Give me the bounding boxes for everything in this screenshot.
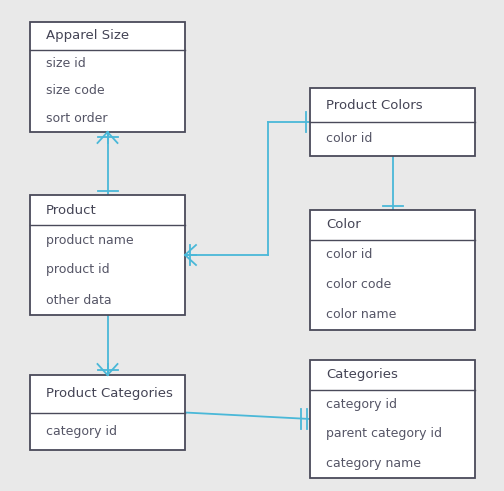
Bar <box>310 210 475 330</box>
Text: category id: category id <box>45 425 116 438</box>
Text: color name: color name <box>327 308 397 322</box>
Text: other data: other data <box>45 294 111 306</box>
Text: Color: Color <box>327 218 361 231</box>
Text: product name: product name <box>45 234 133 246</box>
Text: parent category id: parent category id <box>327 427 443 440</box>
Text: color code: color code <box>327 278 392 292</box>
Text: Product Categories: Product Categories <box>45 387 172 400</box>
Bar <box>30 22 185 132</box>
Text: category name: category name <box>327 457 421 470</box>
Text: color id: color id <box>327 248 373 262</box>
Text: Apparel Size: Apparel Size <box>45 29 129 42</box>
Text: Product: Product <box>45 203 96 217</box>
Text: Categories: Categories <box>327 368 398 381</box>
Bar <box>30 375 185 450</box>
Text: product id: product id <box>45 264 109 276</box>
Text: Product Colors: Product Colors <box>327 99 423 111</box>
Text: sort order: sort order <box>45 112 107 125</box>
Text: size code: size code <box>45 84 104 97</box>
Bar <box>310 360 475 478</box>
Bar <box>310 88 475 156</box>
Text: size id: size id <box>45 57 85 70</box>
Text: category id: category id <box>327 398 398 411</box>
Bar <box>30 195 185 315</box>
Text: color id: color id <box>327 133 373 145</box>
